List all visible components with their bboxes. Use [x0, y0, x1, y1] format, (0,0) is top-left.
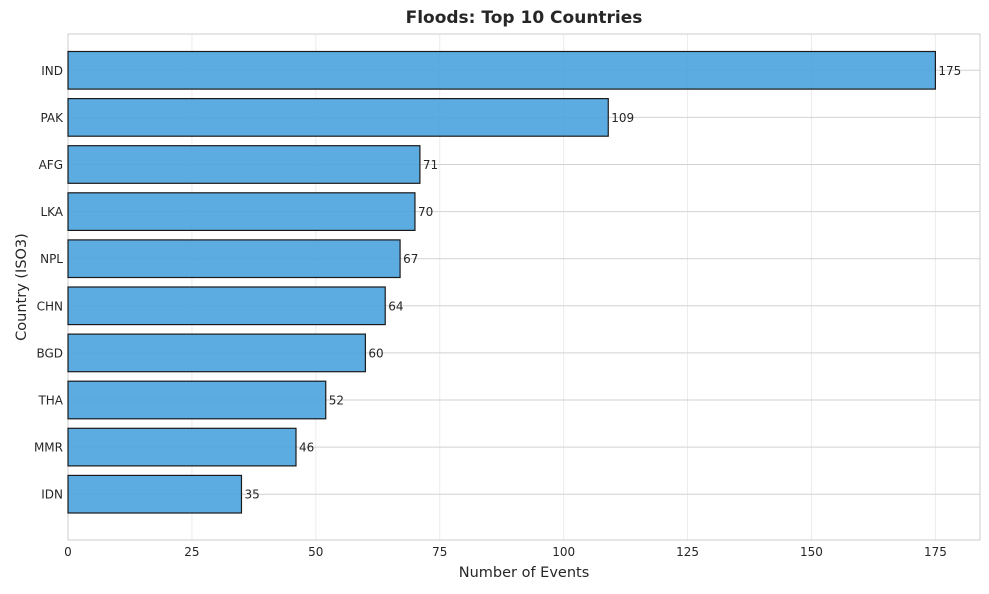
x-tick-label: 100: [552, 545, 575, 559]
y-tick-label: IDN: [41, 488, 63, 502]
bars: [67, 50, 936, 514]
x-tick-label: 25: [184, 545, 199, 559]
data-labels: 175 109 71 70 67 64 60 52 46 35: [244, 64, 961, 502]
y-tick-label: IND: [41, 64, 63, 78]
x-tick-label: 125: [676, 545, 699, 559]
x-tick-label: 50: [308, 545, 323, 559]
bar-tha: [67, 380, 327, 420]
data-label-lka: 70: [418, 205, 433, 219]
y-tick-label: THA: [37, 394, 63, 408]
data-label-pak: 109: [611, 111, 634, 125]
y-tick-label: CHN: [37, 299, 63, 313]
y-tick-label: PAK: [40, 111, 64, 125]
bar-pak: [67, 97, 609, 137]
x-tick-label: 150: [800, 545, 823, 559]
chart-title: Floods: Top 10 Countries: [406, 8, 643, 28]
bar-npl: [67, 239, 401, 279]
x-axis-ticks: 0 25 50 75 100 125 150 175: [64, 545, 947, 559]
data-label-mmr: 46: [299, 441, 314, 455]
y-tick-label: NPL: [40, 252, 63, 266]
data-label-npl: 67: [403, 252, 418, 266]
x-tick-label: 175: [924, 545, 947, 559]
bar-bgd: [67, 333, 366, 373]
data-label-bgd: 60: [368, 346, 383, 360]
bar-mmr: [67, 427, 297, 467]
x-tick-label: 0: [64, 545, 72, 559]
bar-chn: [67, 286, 386, 326]
data-label-tha: 52: [329, 394, 344, 408]
x-tick-label: 75: [432, 545, 447, 559]
data-label-idn: 35: [244, 488, 259, 502]
bar-ind: [67, 50, 936, 90]
data-label-afg: 71: [423, 158, 438, 172]
data-label-chn: 64: [388, 299, 403, 313]
y-tick-label: BGD: [36, 346, 63, 360]
y-tick-label: LKA: [40, 205, 63, 219]
x-axis-label: Number of Events: [459, 565, 590, 581]
bar-idn: [67, 474, 243, 514]
y-axis-ticks: IND PAK AFG LKA NPL CHN BGD THA MMR IDN: [34, 64, 64, 502]
bar-lka: [67, 192, 416, 232]
y-axis-label: Country (ISO3): [14, 233, 30, 341]
data-label-ind: 175: [938, 64, 961, 78]
y-tick-label: AFG: [39, 158, 63, 172]
bar-afg: [67, 145, 421, 184]
y-tick-label: MMR: [34, 441, 63, 455]
